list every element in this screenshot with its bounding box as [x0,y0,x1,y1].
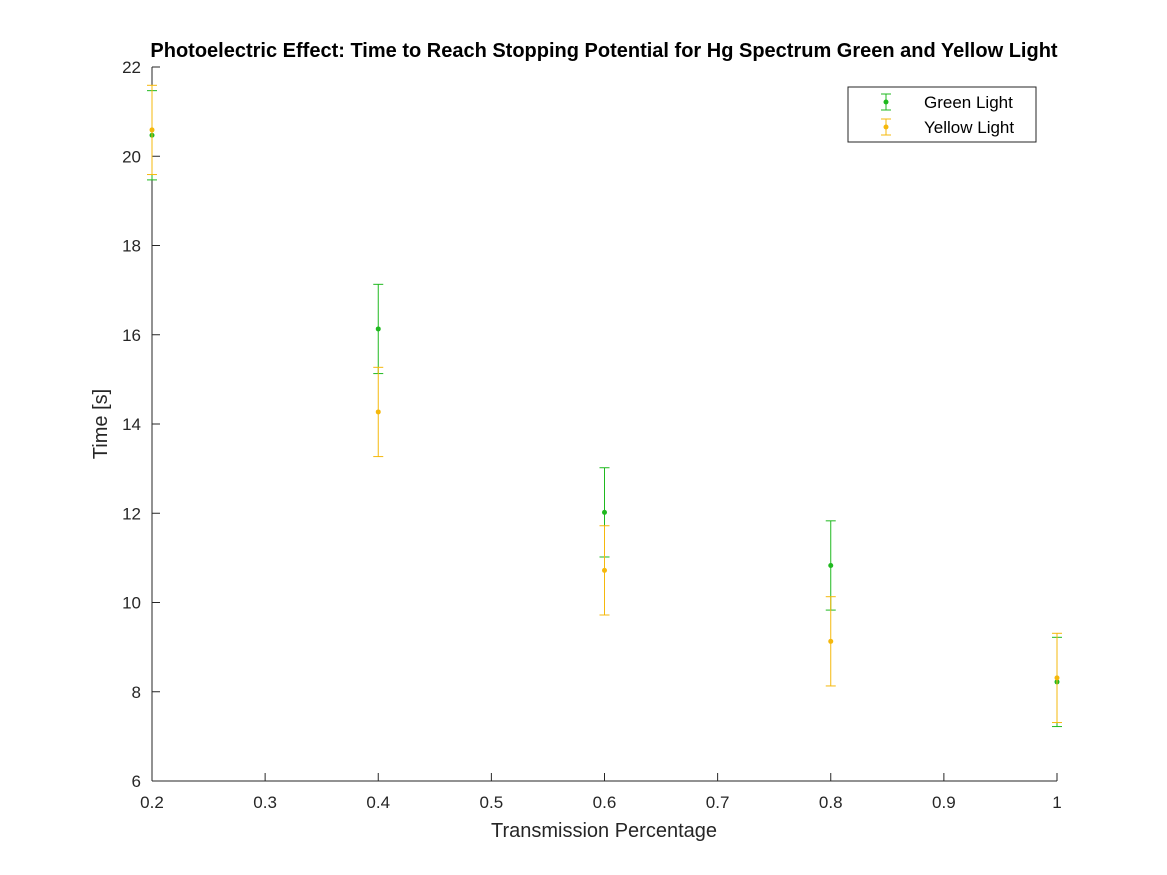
data-point [149,127,155,133]
x-tick-label: 1 [1052,793,1061,812]
data-point [375,326,381,332]
x-tick-label: 0.4 [366,793,390,812]
plot-area: 0.2 0.3 0.4 0.5 0.6 0.7 0.8 0.9 1681012141618202… [122,58,1062,812]
y-tick-label: 22 [122,58,141,77]
series-green-light [147,90,1062,728]
data-point [828,562,834,568]
legend-box [847,86,1037,143]
y-axis-label: Time [s] [90,389,112,459]
legend-item: Green Light [881,93,1013,112]
y-tick-label: 8 [132,683,141,702]
y-tick-label: 6 [132,772,141,791]
x-tick-label: 0.3 [253,793,277,812]
x-tick-label: 0.5 [480,793,504,812]
legend-label: Yellow Light [924,118,1014,137]
y-tick-label: 18 [122,237,141,256]
data-point [828,638,834,644]
data-point [602,509,607,515]
y-tick-label: 12 [122,504,141,523]
x-tick-label: 0.8 [819,793,843,812]
series-yellow-light [147,84,1062,724]
y-tick-label: 10 [122,594,141,613]
chart-title: Photoelectric Effect: Time to Reach Stop… [150,40,1057,62]
legend-label: Green Light [924,93,1013,112]
x-tick-label: 0.2 [140,793,164,812]
x-tick-label: 0.6 [593,793,617,812]
legend-marker [883,99,889,105]
x-axis-label: Transmission Percentage [491,820,717,842]
y-tick-label: 14 [122,415,141,434]
data-point [602,567,607,573]
x-tick-label: 0.7 [706,793,730,812]
legend-item: Yellow Light [881,118,1014,137]
legend-marker [883,124,889,130]
data-point [375,409,381,415]
x-tick-label: 0.9 [932,793,956,812]
y-tick-label: 16 [122,326,141,345]
data-point [1054,675,1060,681]
y-tick-label: 20 [122,147,141,166]
legend: Green Light Yellow Light [847,86,1037,143]
